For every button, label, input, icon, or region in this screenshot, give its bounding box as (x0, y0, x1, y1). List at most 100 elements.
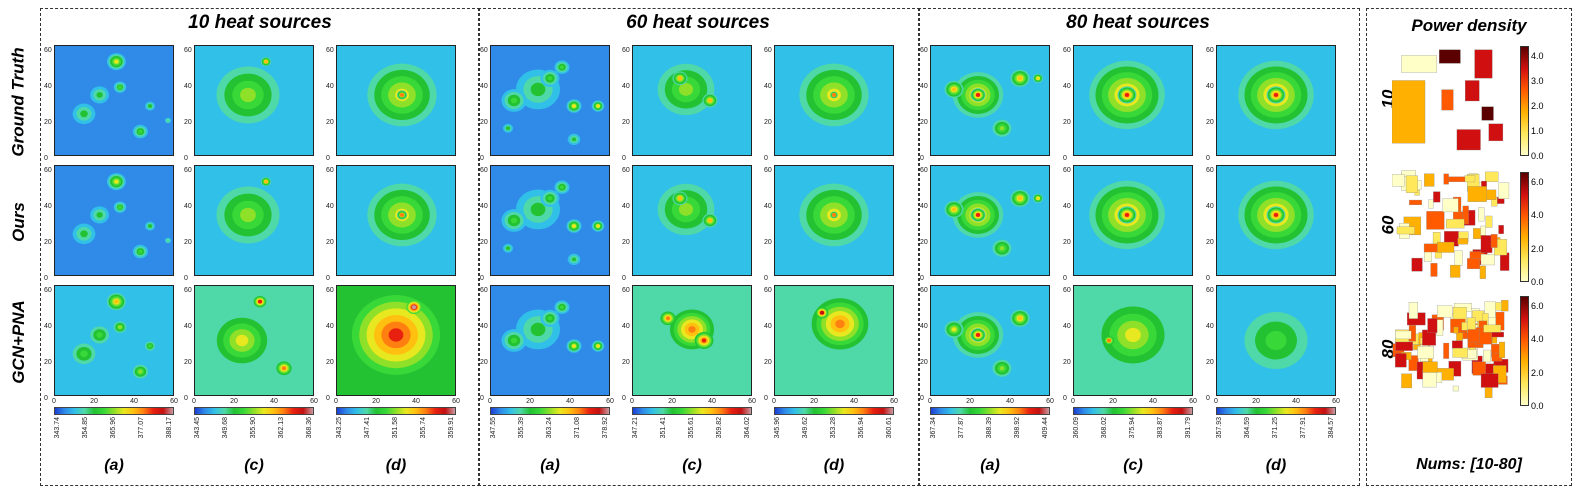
colorbar-ticks: 357.93 364.59 371.25 377.91 384.57 (1216, 417, 1336, 457)
contour-level (96, 332, 103, 338)
contour-level (510, 217, 518, 224)
y-tick-label: 20 (44, 119, 52, 126)
power-source-rect (1454, 250, 1463, 266)
y-tick-label: 40 (326, 323, 334, 330)
x-tick-labels: 0 20 40 60 (630, 398, 756, 406)
power-density-tick: 0.0 (1531, 277, 1544, 287)
contour-level (96, 92, 103, 98)
contour-level (999, 366, 1005, 371)
y-tick-label: 60 (326, 287, 334, 294)
heatmap (1073, 285, 1193, 396)
y-tick-label: 60 (480, 167, 488, 174)
contour-level (165, 238, 171, 243)
power-source-rect (1426, 211, 1445, 230)
contour-level (547, 76, 553, 81)
contour-level (399, 93, 405, 97)
contour-level (96, 212, 103, 218)
heatmap-svg (930, 285, 1050, 396)
contour-level (1017, 196, 1023, 201)
x-tick-label: 40 (130, 398, 138, 405)
power-density-colorbar (1520, 296, 1529, 406)
power-source-rect (1437, 241, 1455, 253)
contour-level (951, 327, 957, 332)
colorbar-tick-label: 365.96 (110, 417, 117, 439)
y-tick-label: 20 (326, 359, 334, 366)
y-tick-label: 60 (44, 287, 52, 294)
y-tick-label: 20 (622, 359, 630, 366)
heatmap-frame (54, 165, 174, 276)
y-tick-label: 60 (1063, 47, 1071, 54)
y-tick-label: 20 (44, 239, 52, 246)
panel-80-sources (918, 8, 1360, 486)
y-tick-label: 20 (920, 119, 928, 126)
colorbar-tick-label: 356.94 (858, 417, 865, 439)
y-tick-label: 20 (920, 239, 928, 246)
contour-level (510, 337, 518, 344)
power-source-rect (1405, 175, 1418, 193)
power-density-svg (1391, 170, 1510, 279)
heatmap-frame (490, 165, 610, 276)
y-tick-label: 20 (1206, 239, 1214, 246)
colorbar-tick-label: 371.25 (1272, 417, 1279, 439)
power-source-rect (1443, 173, 1449, 185)
power-source-rect (1452, 385, 1459, 392)
x-tick-label: 40 (850, 398, 858, 405)
heatmap-svg (54, 45, 174, 156)
y-tick-label: 20 (764, 359, 772, 366)
heatmap-svg (194, 165, 314, 276)
contour-level (399, 213, 405, 217)
y-tick-label: 0 (480, 275, 484, 282)
contour-level (571, 224, 577, 228)
x-tick-labels: 0 20 40 60 (488, 398, 614, 406)
y-tick-label: 40 (1206, 83, 1214, 90)
power-source-rect (1465, 80, 1480, 102)
colorbar (930, 407, 1050, 415)
y-tick-label: 0 (480, 395, 484, 402)
heatmap-svg (1216, 45, 1336, 156)
y-tick-label: 0 (622, 395, 626, 402)
x-tick-labels: 0 20 40 60 (1071, 398, 1197, 406)
contour-level (819, 310, 825, 315)
colorbar-tick-label: 355.39 (518, 417, 525, 439)
heatmap-frame (1216, 165, 1336, 276)
heatmap-frame (930, 285, 1050, 396)
contour-level (1124, 93, 1130, 97)
colorbar-tick-label: 343.45 (194, 417, 201, 439)
power-source-rect (1452, 347, 1468, 358)
heatmap-svg (194, 45, 314, 156)
heatmap-frame (930, 165, 1050, 276)
power-source-rect (1408, 302, 1418, 319)
power-source-rect (1483, 324, 1501, 333)
power-source-rect (1480, 225, 1486, 236)
heatmap-svg (1216, 285, 1336, 396)
heatmap (1216, 165, 1336, 276)
heatmap (774, 165, 894, 276)
y-tick-label: 0 (764, 275, 768, 282)
colorbar-tick-label: 367.34 (930, 417, 937, 439)
contour-level (114, 179, 119, 184)
colorbar-ticks: 343.25 347.41 351.58 355.74 359.91 (336, 417, 456, 457)
colorbar-tick-label: 368.36 (306, 417, 313, 439)
y-tick-label: 40 (44, 83, 52, 90)
subfigure-label: (a) (540, 457, 560, 474)
colorbar (54, 407, 174, 415)
heatmap (930, 165, 1050, 276)
power-source-rect (1499, 341, 1506, 358)
colorbar-tick-label: 364.59 (1244, 417, 1251, 439)
y-tick-label: 40 (764, 323, 772, 330)
colorbar-tick-label: 377.91 (1300, 417, 1307, 439)
power-density-tick: 0.0 (1531, 151, 1544, 161)
power-source-rect (1481, 106, 1494, 121)
heatmap (632, 45, 752, 156)
colorbar-tick-label: 388.39 (986, 417, 993, 439)
colorbar-tick-label: 363.24 (546, 417, 553, 439)
x-tick-labels: 0 20 40 60 (52, 398, 178, 406)
colorbar-ticks: 347.21 351.41 355.61 359.82 364.02 (632, 417, 752, 457)
heatmap-frame (194, 285, 314, 396)
power-source-rect (1483, 349, 1491, 363)
row-label: GCN+PNA (9, 300, 29, 384)
y-tick-label: 40 (920, 83, 928, 90)
contour-level (411, 305, 417, 310)
contour-level (831, 213, 837, 217)
y-tick-label: 20 (622, 119, 630, 126)
